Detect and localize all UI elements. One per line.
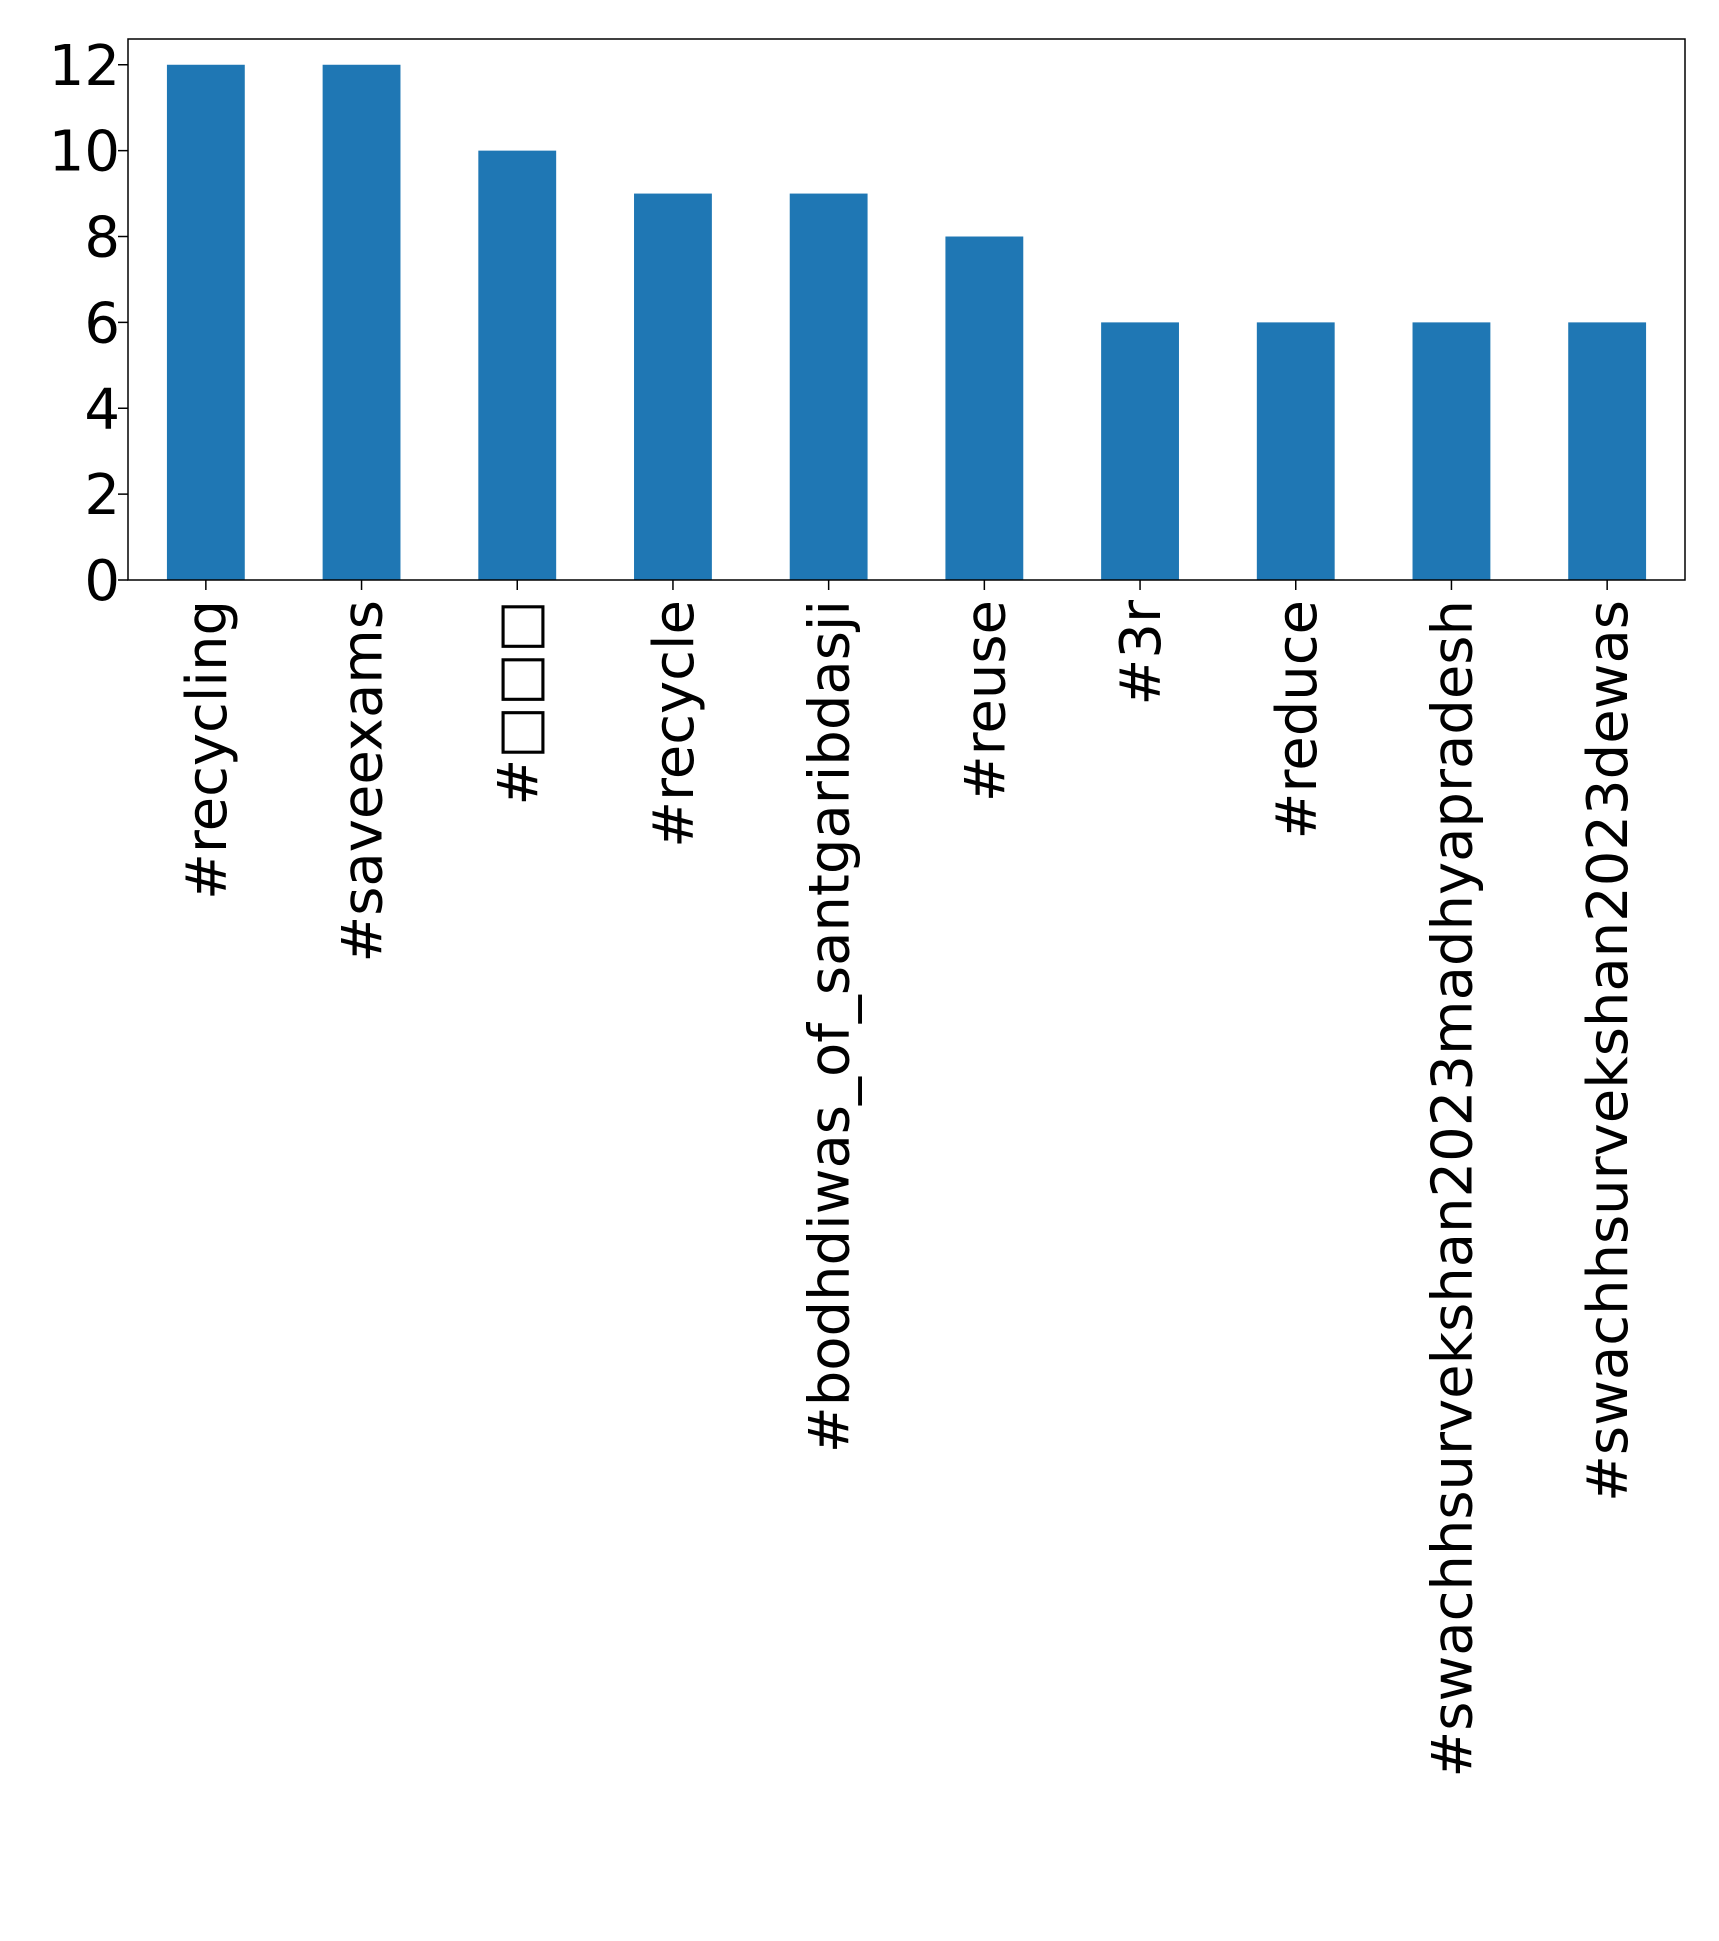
bar-0	[166, 64, 245, 580]
x-tick-label: #3r	[1109, 599, 1174, 706]
y-tick-label: 8	[84, 206, 120, 271]
x-axis: #recycling #saveexams #□□□ #recycle #bodhdiw…	[175, 580, 1641, 1778]
x-tick-label: #saveexams	[331, 600, 396, 963]
bar-5	[945, 236, 1024, 580]
bar-2	[478, 150, 557, 580]
x-tick-label: #swachhsurvekshan2023madhyapradesh	[1420, 600, 1485, 1778]
bar-6	[1101, 322, 1179, 580]
y-axis: 0 2 4 6 8 10 12	[49, 34, 128, 614]
x-tick-label: #reduce	[1265, 600, 1330, 839]
x-tick-label: #recycling	[175, 600, 240, 900]
x-tick-label: #recycle	[642, 600, 707, 848]
x-tick-label: #reuse	[953, 600, 1018, 802]
y-tick-label: 12	[49, 34, 120, 99]
x-tick-label: #□□□	[486, 600, 551, 806]
x-tick-label: #bodhdiwas_of_santgaribdasji	[798, 600, 863, 1453]
x-tick-label: #swachhsurvekshan2023dewas	[1576, 600, 1641, 1502]
bar-4	[789, 193, 868, 581]
bar-3	[634, 193, 712, 581]
bar-7	[1256, 322, 1335, 580]
bars-group	[166, 64, 1647, 581]
y-tick-label: 2	[84, 463, 120, 528]
y-tick-label: 0	[84, 549, 120, 614]
y-tick-label: 10	[49, 120, 120, 185]
plot-frame	[127, 38, 1686, 581]
bar-9	[1568, 322, 1647, 580]
bar-8	[1412, 322, 1491, 580]
y-tick-label: 6	[84, 291, 120, 356]
bar-1	[322, 64, 401, 580]
y-tick-label: 4	[84, 377, 120, 442]
